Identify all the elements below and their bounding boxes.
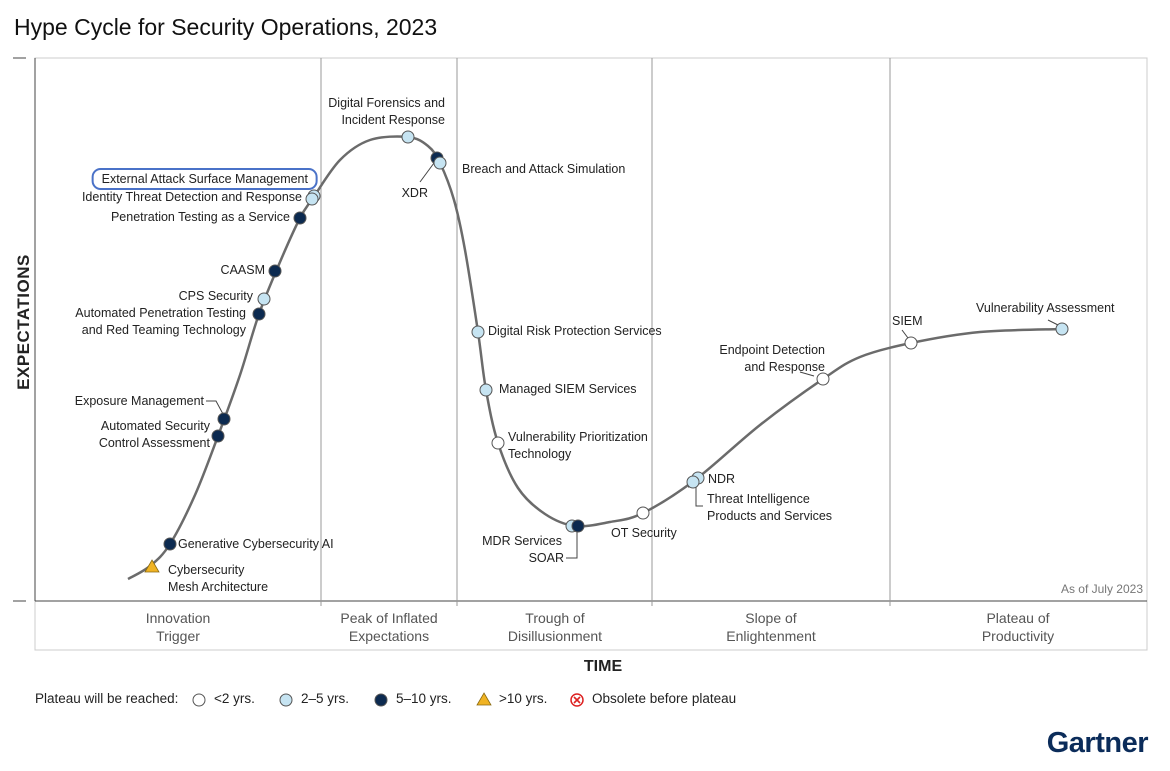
y-axis-label: EXPECTATIONS bbox=[14, 254, 33, 390]
marker bbox=[636, 506, 650, 520]
legend-label: Obsolete before plateau bbox=[592, 691, 737, 706]
legend-label: >10 yrs. bbox=[499, 691, 548, 706]
technology-label: CAASM bbox=[220, 263, 265, 277]
phase-label: Plateau of Productivity bbox=[981, 610, 1055, 644]
marker bbox=[192, 693, 206, 707]
marker bbox=[904, 336, 918, 350]
marker bbox=[144, 559, 160, 573]
marker bbox=[279, 693, 293, 707]
technology-label: Threat Intelligence Products and Service… bbox=[707, 492, 833, 523]
phase-label: Peak of Inflated Expectations bbox=[340, 610, 438, 644]
legend-title: Plateau will be reached: bbox=[35, 691, 179, 706]
marker bbox=[252, 307, 266, 321]
marker bbox=[163, 537, 177, 551]
technology-label: Vulnerability Prioritization Technology bbox=[508, 430, 648, 461]
hype-curve bbox=[127, 135, 1063, 581]
technology-label: Cybersecurity Mesh Architecture bbox=[168, 563, 269, 594]
technology-label: SOAR bbox=[528, 551, 564, 565]
technology-label: NDR bbox=[708, 472, 736, 486]
marker bbox=[433, 156, 447, 170]
technology-label: Managed SIEM Services bbox=[499, 382, 637, 396]
phase-label: Slope of Enlightenment bbox=[726, 610, 816, 644]
marker bbox=[471, 325, 485, 339]
leader-lines bbox=[206, 162, 1059, 559]
marker bbox=[305, 192, 319, 206]
legend-label: 5–10 yrs. bbox=[396, 691, 452, 706]
marker bbox=[217, 412, 231, 426]
technology-label: Generative Cybersecurity AI bbox=[178, 537, 334, 551]
technology-label: Identity Threat Detection and Response bbox=[81, 190, 302, 204]
marker bbox=[1055, 322, 1069, 336]
marker bbox=[257, 292, 271, 306]
marker bbox=[571, 519, 585, 533]
marker bbox=[491, 436, 505, 450]
technology-label: Penetration Testing as a Service bbox=[110, 210, 290, 224]
technology-label: External Attack Surface Management bbox=[91, 168, 318, 190]
logo: Gartner bbox=[1046, 727, 1149, 759]
legend-label: 2–5 yrs. bbox=[301, 691, 350, 706]
technology-label: MDR Services bbox=[482, 534, 562, 548]
marker-x bbox=[573, 696, 581, 704]
marker bbox=[401, 130, 415, 144]
as-of-note: As of July 2023 bbox=[1060, 582, 1143, 596]
technology-label: Exposure Management bbox=[74, 394, 204, 408]
technology-label: Endpoint Detection and Response bbox=[719, 343, 825, 374]
technology-label: XDR bbox=[401, 186, 428, 200]
marker bbox=[570, 693, 584, 707]
technology-label: Vulnerability Assessment bbox=[976, 301, 1115, 315]
phase-label: Trough of Disillusionment bbox=[507, 610, 603, 644]
title: Hype Cycle for Security Operations, 2023 bbox=[14, 14, 438, 40]
x-axis-label: TIME bbox=[583, 658, 623, 675]
technology-label: Breach and Attack Simulation bbox=[462, 162, 626, 176]
phase-label: Innovation Trigger bbox=[145, 610, 211, 644]
phase-dividers bbox=[320, 58, 891, 606]
marker bbox=[476, 692, 492, 706]
marker bbox=[816, 372, 830, 386]
marker bbox=[686, 475, 700, 489]
marker bbox=[374, 693, 388, 707]
marker bbox=[293, 211, 307, 225]
technology-label: SIEM bbox=[892, 314, 923, 328]
technology-label: CPS Security bbox=[178, 289, 253, 303]
technology-label: Automated Penetration Testing and Red Te… bbox=[75, 306, 246, 337]
technology-label: Automated Security Control Assessment bbox=[98, 419, 210, 450]
marker bbox=[479, 383, 493, 397]
technology-label: OT Security bbox=[611, 526, 677, 540]
technology-label: Digital Risk Protection Services bbox=[488, 324, 662, 338]
marker bbox=[211, 429, 225, 443]
technology-label: Digital Forensics and Incident Response bbox=[328, 96, 445, 127]
marker bbox=[268, 264, 282, 278]
legend-label: <2 yrs. bbox=[214, 691, 255, 706]
